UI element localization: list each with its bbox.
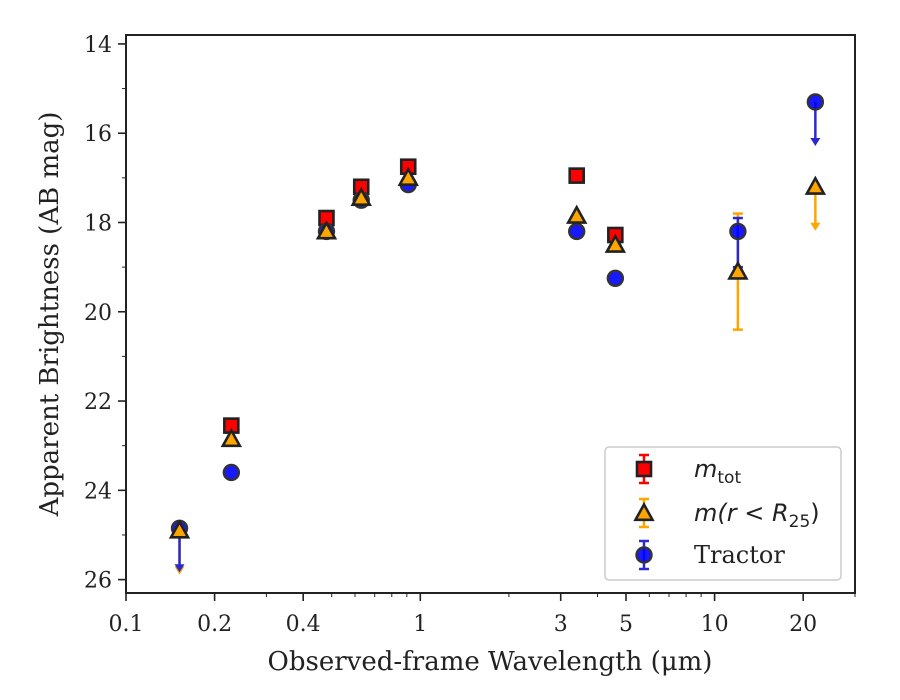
y-tick-label: 24 [84, 479, 112, 504]
tractor-upper-limit-arrow-head [810, 137, 821, 146]
mr25-point [315, 220, 338, 240]
legend-label: Tractor [694, 541, 785, 569]
mr25-point [727, 260, 749, 280]
mr25-point [604, 233, 627, 253]
legend-box [604, 446, 842, 581]
legend-label: mtot [694, 455, 741, 488]
legend-item-tractor: Tractor [635, 539, 785, 571]
x-axis-label: Observed-frame Wavelength (μm) [268, 647, 713, 677]
mr25-point [168, 519, 191, 539]
legend-label-tail: ) [810, 499, 819, 527]
x-tick-label: 5 [619, 612, 633, 637]
legend-mtot-marker [635, 460, 653, 478]
y-axis: 14 16 18 20 22 24 26 [84, 33, 126, 594]
x-axis: 0.1 0.2 0.4 1 3 5 10 20 [109, 593, 856, 637]
mr25-point [220, 427, 243, 448]
data-layer [168, 93, 827, 575]
mr25-point [350, 186, 372, 207]
y-tick-label: 20 [84, 301, 112, 326]
legend-label: m(r < R25) [694, 499, 820, 532]
y-axis-label: Apparent Brightness (AB mag) [35, 112, 65, 518]
x-tick-label: 10 [701, 612, 729, 637]
legend-label-main: m [694, 455, 717, 483]
mtot-point [568, 167, 586, 184]
x-tick-label: 0.1 [109, 612, 144, 637]
y-tick-label: 26 [84, 569, 112, 594]
legend-item-mtot: mtot [635, 453, 741, 488]
x-tick-label: 20 [789, 612, 817, 637]
tractor-point [729, 222, 747, 241]
mr25-upper-limit-arrow-head [810, 222, 821, 231]
mr25-point [565, 204, 588, 224]
tractor-point [222, 463, 241, 482]
legend-item-mr25: m(r < R25) [633, 497, 820, 532]
legend-label-main: m(r < R [694, 499, 789, 527]
x-tick-label: 0.2 [197, 612, 232, 637]
tractor-point [606, 269, 625, 287]
legend-mr25-marker [633, 501, 655, 522]
tractor-point [568, 222, 586, 241]
y-tick-label: 14 [84, 33, 112, 58]
tractor-point [806, 93, 825, 111]
tractor-upper-limit-arrow-head [174, 564, 185, 573]
legend-tractor-marker [635, 546, 653, 564]
x-tick-label: 0.4 [286, 612, 321, 637]
y-tick-label: 16 [84, 122, 112, 147]
y-tick-label: 22 [84, 390, 112, 415]
mr25-point [397, 166, 419, 186]
legend-label-subscript: 25 [789, 512, 811, 532]
legend-label-subscript: tot [717, 468, 741, 488]
series-mr25-markers [168, 166, 827, 539]
x-tick-label: 3 [554, 612, 568, 637]
y-tick-label: 18 [84, 211, 112, 236]
mr25-point [804, 175, 827, 195]
x-tick-label: 1 [413, 612, 427, 637]
legend: mtot m(r < R25) Tractor [604, 446, 842, 581]
plot-frame [125, 34, 856, 594]
